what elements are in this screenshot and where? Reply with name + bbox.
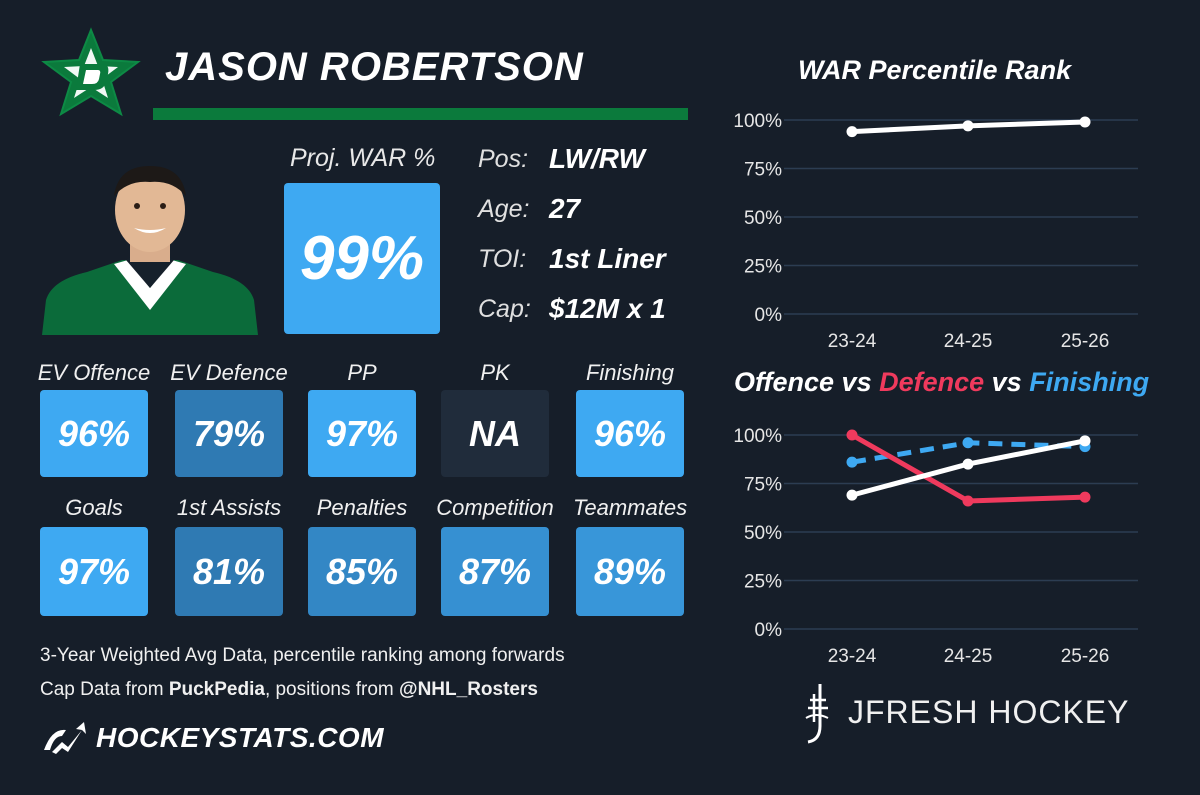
footnote-source: PuckPedia: [168, 679, 265, 700]
footnote-mid: , positions from: [264, 679, 400, 700]
chart-1-point: [962, 120, 974, 132]
site-name: HOCKEYSTATS.COM: [96, 722, 385, 753]
tile-value: 81%: [175, 527, 283, 616]
chart-1-y-tick: 25%: [744, 257, 782, 278]
footnote-handle: @NHL_Rosters: [399, 679, 538, 700]
chart-1-y-tick: 100%: [733, 111, 782, 132]
tile-label: EV Offence: [37, 360, 151, 385]
tile-label: Goals: [65, 495, 123, 520]
chart-2-point: [1079, 435, 1091, 447]
chart-2-title-offence: Offence: [734, 367, 835, 397]
chart-2-title-vs-2: vs: [984, 367, 1030, 397]
tile-value: NA: [441, 390, 549, 477]
chart-2-point: [846, 456, 858, 468]
tile-label: PK: [480, 360, 510, 385]
chart-1-title: WAR Percentile Rank: [798, 55, 1072, 85]
offence-defence-finishing-chart: 0% 25% 50% 75% 100% 23-24 24-25 25-26: [733, 426, 1138, 667]
chart-2-x-tick: 25-26: [1061, 646, 1110, 667]
chart-1-x-tick: 24-25: [944, 331, 993, 352]
info-key-cap: Cap:: [478, 295, 531, 323]
proj-war-value: 99%: [284, 183, 440, 334]
chart-2-x-tick: 23-24: [828, 646, 877, 667]
tile-label: Competition: [436, 495, 554, 520]
hockeystats-logo-icon: [44, 722, 86, 754]
tile-label: Penalties: [316, 495, 408, 520]
footnote-line-2: Cap Data from PuckPedia, positions from …: [40, 679, 538, 701]
brand-name: JFRESH HOCKEY: [848, 694, 1130, 730]
chart-2-point: [962, 437, 974, 449]
chart-2-y-tick: 75%: [744, 475, 782, 496]
chart-2-title: Offence vs Defence vs Finishing: [734, 367, 1149, 398]
info-value-age: 27: [549, 193, 581, 224]
chart-2-title-defence: Defence: [879, 367, 985, 397]
chart-1-y-tick: 50%: [744, 208, 782, 229]
chart-2-y-tick: 50%: [744, 523, 782, 544]
tile-value: 97%: [40, 527, 148, 616]
tile-value: 97%: [308, 390, 416, 477]
info-key-toi: TOI:: [478, 245, 527, 273]
chart-2-point: [962, 458, 974, 470]
footnote-line-1: 3-Year Weighted Avg Data, percentile ran…: [40, 645, 565, 666]
info-key-pos: Pos:: [478, 145, 529, 173]
chart-2-x-tick: 24-25: [944, 646, 993, 667]
tile-value: 87%: [441, 527, 549, 616]
player-name: JASON ROBERTSON: [165, 45, 584, 89]
chart-1-x-tick: 25-26: [1061, 331, 1110, 352]
info-key-age: Age:: [478, 195, 530, 223]
chart-2-title-finishing: Finishing: [1029, 367, 1150, 397]
tile-value: 96%: [40, 390, 148, 477]
tile-value: 89%: [576, 527, 684, 616]
chart-2-y-tick: 0%: [755, 620, 783, 641]
info-value-toi: 1st Liner: [549, 243, 666, 274]
tile-label: PP: [347, 360, 377, 385]
tile-label: Teammates: [572, 495, 688, 520]
chart-2-point: [962, 495, 974, 507]
chart-2-y-tick: 25%: [744, 572, 782, 593]
tile-label: 1st Assists: [176, 495, 282, 520]
war-percentile-chart: 0% 25% 50% 75% 100% 23-24 24-25 25-26: [733, 111, 1138, 352]
footnote-prefix: Cap Data from: [40, 679, 169, 700]
chart-2-point: [846, 489, 858, 501]
chart-1-point: [846, 126, 858, 138]
chart-1-y-tick: 75%: [744, 160, 782, 181]
jfresh-logo-icon: [805, 684, 829, 744]
title-underline: [153, 108, 688, 120]
tile-value: 85%: [308, 527, 416, 616]
proj-war-label: Proj. WAR %: [290, 144, 436, 172]
chart-2-title-vs-1: vs: [834, 367, 880, 397]
chart-1-point: [1079, 116, 1091, 128]
info-value-pos: LW/RW: [549, 143, 645, 174]
player-photo: [42, 166, 258, 335]
tile-label: EV Defence: [170, 360, 288, 385]
chart-1-y-tick: 0%: [755, 305, 783, 326]
info-value-cap: $12M x 1: [549, 293, 666, 324]
stars-logo-icon: [41, 27, 141, 117]
chart-2-point: [846, 429, 858, 441]
chart-1-x-tick: 23-24: [828, 331, 877, 352]
tile-label: Finishing: [585, 360, 675, 385]
chart-2-y-tick: 100%: [733, 426, 782, 447]
tile-value: 96%: [576, 390, 684, 477]
tile-value: 79%: [175, 390, 283, 477]
chart-2-point: [1079, 491, 1091, 503]
